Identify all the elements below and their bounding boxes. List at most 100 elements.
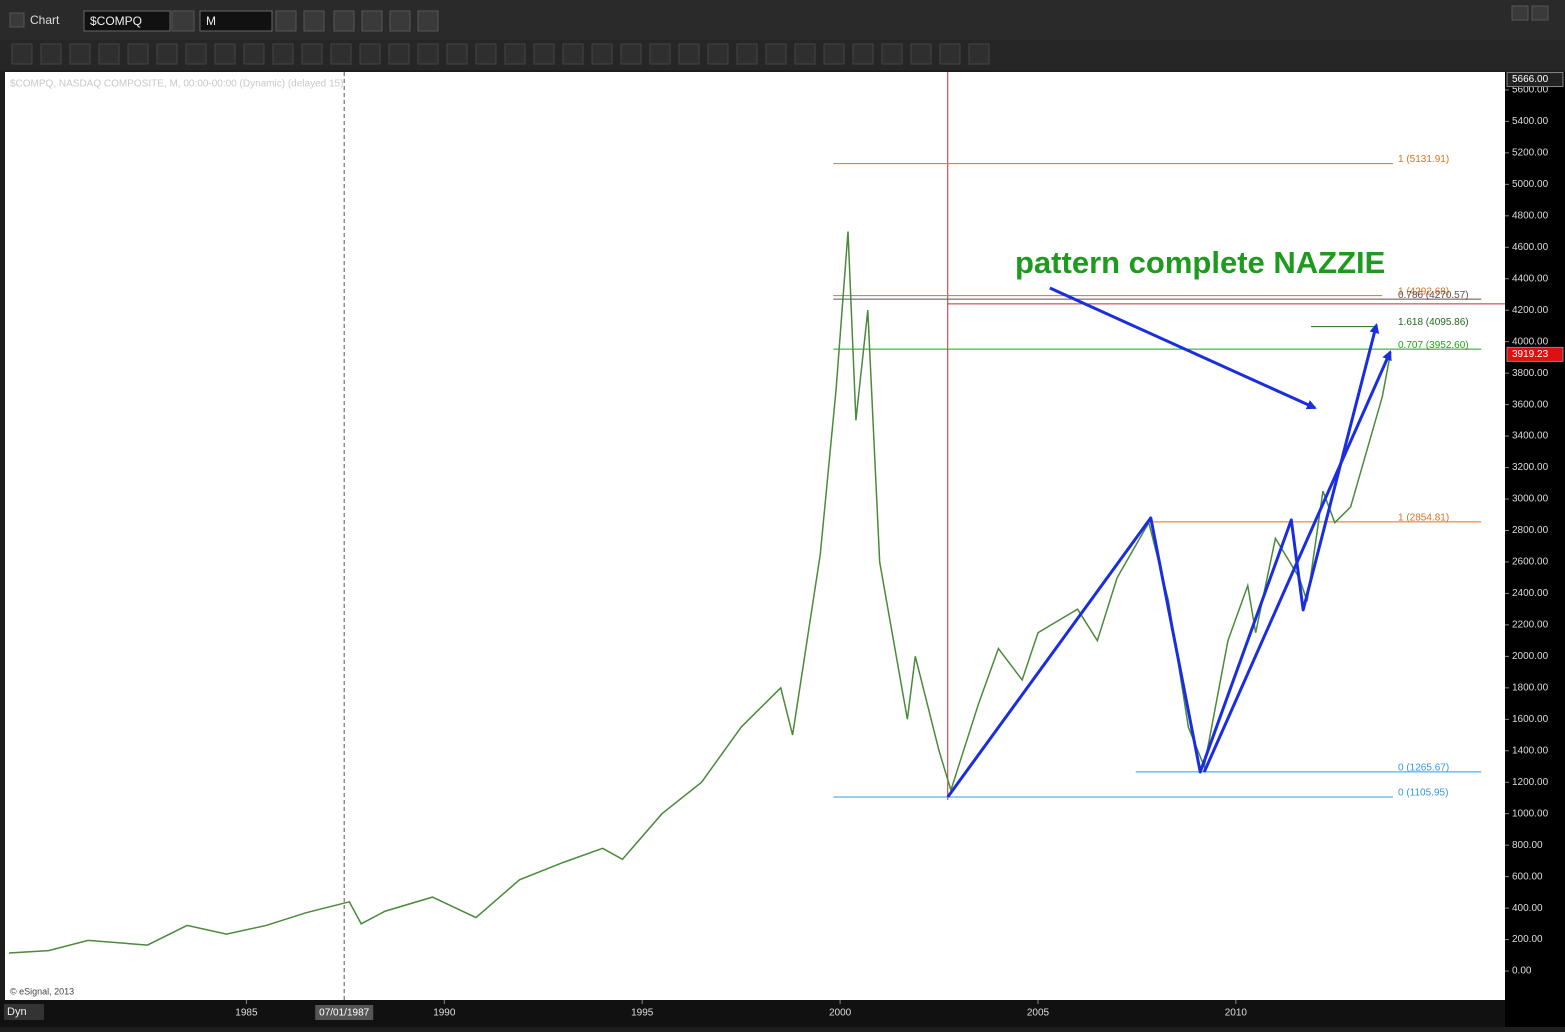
y-tick-label: 4600.00	[1512, 242, 1549, 253]
price-line	[8, 231, 1391, 954]
y-tick-label: 200.00	[1512, 934, 1543, 945]
tool-button[interactable]	[156, 43, 178, 65]
price-axis	[1505, 72, 1565, 1027]
interval-box[interactable]	[199, 10, 273, 32]
mode-box[interactable]	[4, 1004, 44, 1020]
fib-label: 0 (1265.67)	[1398, 763, 1449, 774]
x-tick-label: 2005	[1027, 1008, 1050, 1019]
cursor-label: 07/01/1987	[319, 1008, 369, 1019]
symbol[interactable]: $COMPQ	[90, 14, 142, 28]
tool-button[interactable]	[417, 43, 439, 65]
x-tick-label: 2010	[1225, 1008, 1248, 1019]
restore-button[interactable]	[1511, 5, 1529, 21]
tool-button[interactable]	[301, 43, 323, 65]
y-tick-label: 5000.00	[1512, 179, 1549, 190]
time-button[interactable]	[275, 10, 297, 32]
chart-header: $COMPQ, NASDAQ COMPOSITE, M, 00:00-00:00…	[10, 79, 343, 90]
y-tick-label: 4000.00	[1512, 336, 1549, 347]
arrow	[1049, 286, 1317, 410]
y-tick-label: 5600.00	[1512, 85, 1549, 96]
tool-button[interactable]	[504, 43, 526, 65]
tool-button[interactable]	[98, 43, 120, 65]
y-tick-label: 5200.00	[1512, 148, 1549, 159]
interval[interactable]: M	[206, 14, 216, 28]
tool-button[interactable]	[881, 43, 903, 65]
fib-label: 0.707 (3952.60)	[1398, 340, 1469, 351]
tool-button[interactable]	[446, 43, 468, 65]
play-button[interactable]	[361, 10, 383, 32]
y-tick-label: 4200.00	[1512, 305, 1549, 316]
y-tick-label: 1200.00	[1512, 777, 1549, 788]
x-tick-label: 1990	[433, 1008, 456, 1019]
tool-button[interactable]	[214, 43, 236, 65]
y-tick-label: 3600.00	[1512, 399, 1549, 410]
y-tick-label: 2000.00	[1512, 651, 1549, 662]
tool-button[interactable]	[939, 43, 961, 65]
symbol-settings[interactable]	[171, 10, 195, 32]
tool-button[interactable]	[910, 43, 932, 65]
price-tag-label: 3919.23	[1512, 349, 1549, 360]
credit: © eSignal, 2013	[10, 986, 74, 996]
y-tick-label: 3800.00	[1512, 368, 1549, 379]
plot-area	[5, 72, 1505, 1000]
tool-button[interactable]	[533, 43, 555, 65]
fib-label: 1 (4292.68)	[1398, 286, 1449, 297]
y-tick-label: 2200.00	[1512, 620, 1549, 631]
y-tick-label: 400.00	[1512, 903, 1543, 914]
tool-button[interactable]	[736, 43, 758, 65]
tool-button[interactable]	[185, 43, 207, 65]
fib-label: 1.618 (4095.86)	[1398, 317, 1469, 328]
tool-button[interactable]	[591, 43, 613, 65]
fib-label: 1 (2854.81)	[1398, 513, 1449, 524]
symbol-box[interactable]	[83, 10, 171, 32]
tool-button[interactable]	[40, 43, 62, 65]
window-title: Chart	[30, 13, 60, 27]
tool-button[interactable]	[620, 43, 642, 65]
y-tick-label: 800.00	[1512, 840, 1543, 851]
y-tick-label: 1000.00	[1512, 808, 1549, 819]
time-axis	[0, 1000, 1505, 1027]
fib-label: 0.786 (4270.57)	[1398, 290, 1469, 301]
arrow	[1202, 350, 1392, 773]
refresh-button[interactable]	[333, 10, 355, 32]
tool-button[interactable]	[765, 43, 787, 65]
alert-button[interactable]	[389, 10, 411, 32]
tool-button[interactable]	[852, 43, 874, 65]
tool-button[interactable]	[243, 43, 265, 65]
price-tag	[1506, 346, 1564, 362]
tool-button[interactable]	[475, 43, 497, 65]
tool-button[interactable]	[330, 43, 352, 65]
tool-button[interactable]	[388, 43, 410, 65]
y-tick-label: 5400.00	[1512, 116, 1549, 127]
cursor-label-box	[315, 1005, 374, 1020]
tool-button[interactable]	[707, 43, 729, 65]
maximize-button[interactable]	[1531, 5, 1549, 21]
tool-button[interactable]	[359, 43, 381, 65]
y-tick-label: 3200.00	[1512, 462, 1549, 473]
tool-button[interactable]	[649, 43, 671, 65]
tool-button[interactable]	[823, 43, 845, 65]
tool-button[interactable]	[69, 43, 91, 65]
tool-button[interactable]	[562, 43, 584, 65]
y-tick-label: 2600.00	[1512, 557, 1549, 568]
tool-button[interactable]	[127, 43, 149, 65]
tool-button[interactable]	[11, 43, 33, 65]
x-tick-label: 1995	[631, 1008, 654, 1019]
price-tag-label: 5666.00	[1512, 74, 1549, 85]
mode[interactable]: Dyn	[7, 1006, 27, 1018]
fib-label: 1 (5131.91)	[1398, 154, 1449, 165]
tool-button[interactable]	[968, 43, 990, 65]
y-tick-label: 2800.00	[1512, 525, 1549, 536]
tool-group	[11, 43, 990, 65]
annotation: pattern complete NAZZIE	[1015, 245, 1385, 280]
y-tick-label: 2400.00	[1512, 588, 1549, 599]
tool-button[interactable]	[272, 43, 294, 65]
y-tick-label: 4400.00	[1512, 273, 1549, 284]
tool-button[interactable]	[794, 43, 816, 65]
link-button[interactable]	[417, 10, 439, 32]
y-tick-label: 3400.00	[1512, 431, 1549, 442]
tool-button[interactable]	[678, 43, 700, 65]
draw-button[interactable]	[303, 10, 325, 32]
